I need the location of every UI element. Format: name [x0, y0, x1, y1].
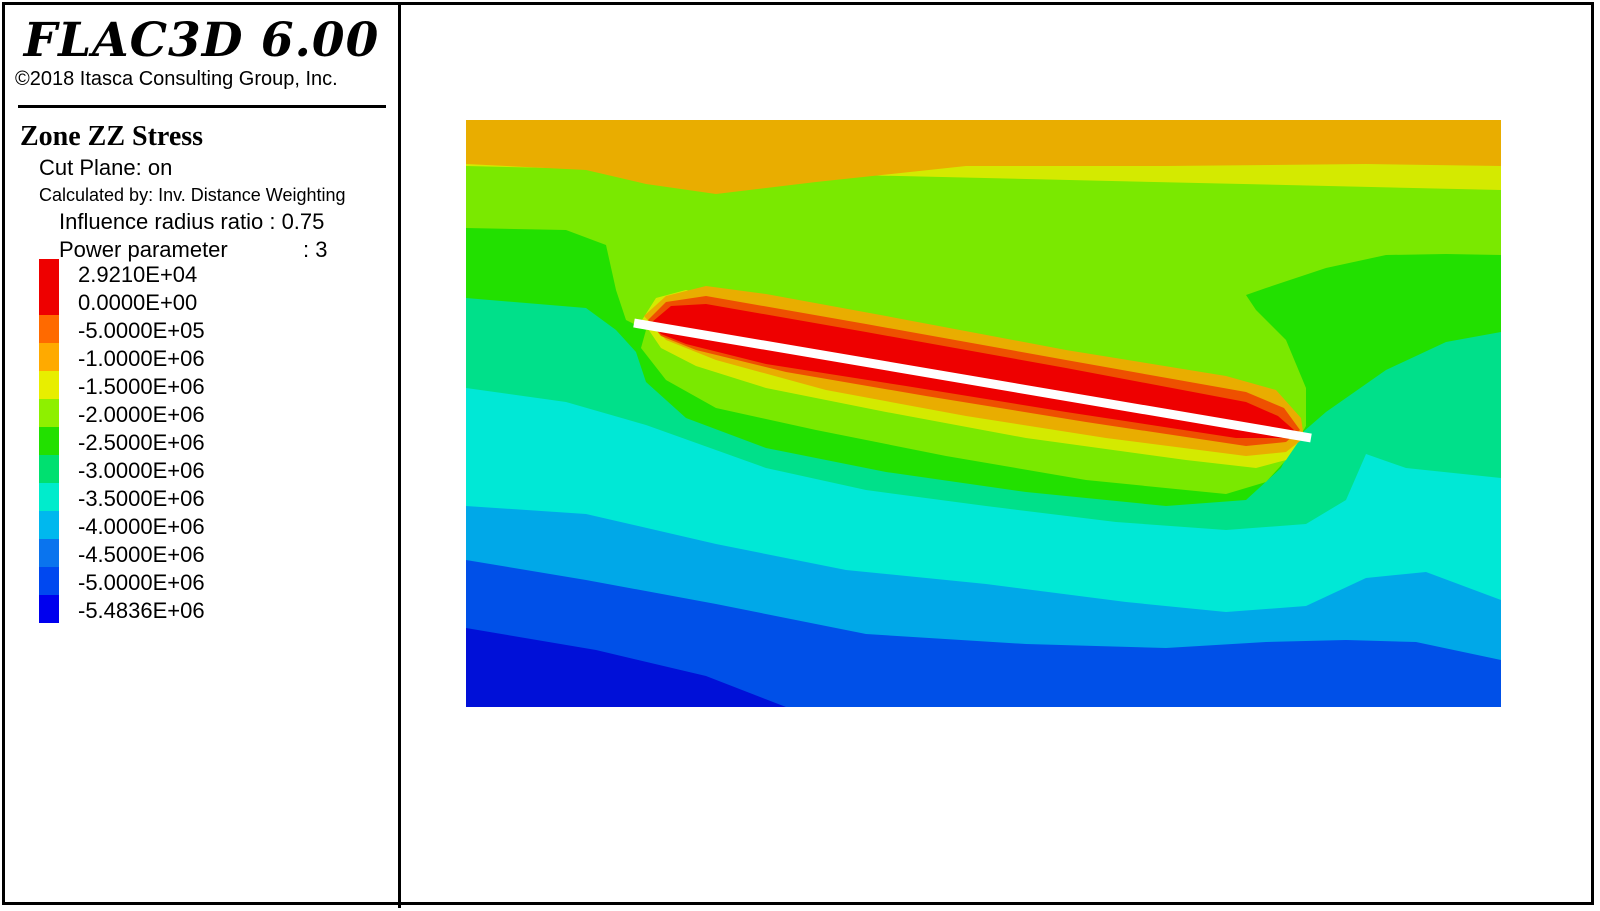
color-swatch-8 — [39, 483, 59, 511]
contour-level-label-9: -4.0000E+06 — [78, 514, 205, 539]
color-swatch-12 — [39, 595, 59, 623]
app-title: FLAC3D 6.00 — [23, 13, 380, 68]
panel-divider — [398, 2, 401, 908]
plot-title: Zone ZZ Stress — [20, 121, 204, 152]
contour-plot — [466, 120, 1501, 707]
color-swatch-10 — [39, 539, 59, 567]
contour-level-label-7: -3.0000E+06 — [78, 458, 205, 483]
calculation-method-label: Calculated by: Inv. Distance Weighting — [39, 185, 346, 205]
power-parameter-value: : 3 — [303, 237, 328, 262]
color-swatch-11 — [39, 567, 59, 595]
color-swatch-6 — [39, 427, 59, 455]
contour-level-label-3: -1.0000E+06 — [78, 346, 205, 371]
contour-level-label-6: -2.5000E+06 — [78, 430, 205, 455]
contour-svg — [466, 120, 1501, 707]
legend-separator — [18, 105, 386, 108]
contour-level-label-1: 0.0000E+00 — [78, 290, 198, 315]
band-orange-top — [466, 120, 1501, 194]
color-swatch-7 — [39, 455, 59, 483]
color-swatch-1 — [39, 287, 59, 315]
fracture-line — [633, 318, 1312, 443]
power-parameter-label: Power parameter — [59, 237, 228, 262]
contour-level-label-12: -5.4836E+06 — [78, 598, 205, 623]
contour-level-label-0: 2.9210E+04 — [78, 262, 198, 287]
color-swatch-2 — [39, 315, 59, 343]
contour-level-label-8: -3.5000E+06 — [78, 486, 205, 511]
color-swatch-0 — [39, 259, 59, 287]
color-swatch-3 — [39, 343, 59, 371]
cut-plane-label: Cut Plane: on — [39, 155, 173, 180]
copyright-text: ©2018 Itasca Consulting Group, Inc. — [15, 68, 338, 90]
contour-level-label-2: -5.0000E+05 — [78, 318, 205, 343]
contour-level-label-5: -2.0000E+06 — [78, 402, 205, 427]
color-scale — [39, 259, 59, 623]
contour-level-label-10: -4.5000E+06 — [78, 542, 205, 567]
color-swatch-9 — [39, 511, 59, 539]
influence-radius-label: Influence radius ratio : 0.75 — [59, 209, 325, 234]
contour-level-label-11: -5.0000E+06 — [78, 570, 205, 595]
legend-panel: FLAC3D 6.00 ©2018 Itasca Consulting Grou… — [5, 5, 398, 905]
contour-level-list: 2.9210E+04 0.0000E+00 -5.0000E+05 -1.0000E+… — [78, 261, 205, 625]
color-swatch-5 — [39, 399, 59, 427]
color-swatch-4 — [39, 371, 59, 399]
contour-level-label-4: -1.5000E+06 — [78, 374, 205, 399]
